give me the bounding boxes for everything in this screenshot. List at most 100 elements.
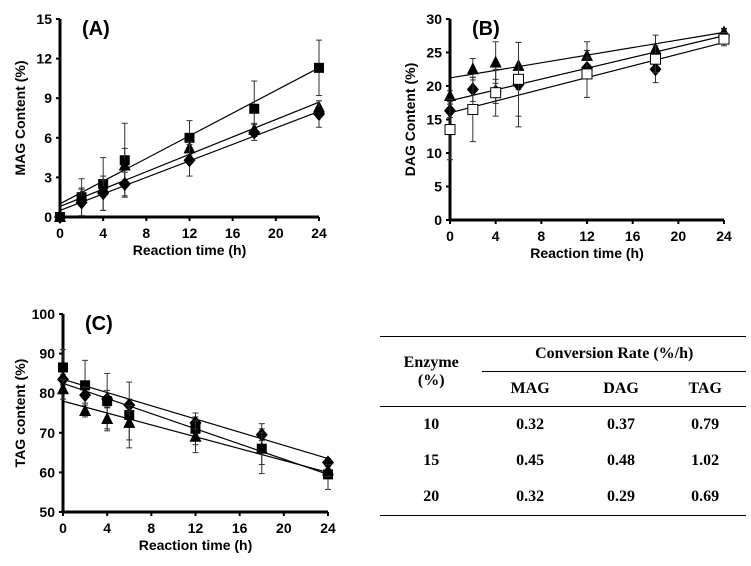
y-tick-label: 70 [39, 425, 55, 441]
x-tick-label: 24 [716, 228, 732, 244]
col-header-tag: TAG [688, 380, 722, 397]
data-point-open-square [513, 73, 524, 85]
data-point-open-square [467, 103, 479, 115]
data-point-triangle [79, 404, 92, 417]
x-axis-label: Reaction time (h) [139, 537, 253, 553]
data-point-diamond [79, 388, 92, 403]
x-tick-label: 20 [671, 228, 687, 244]
x-tick-label: 12 [182, 225, 198, 241]
data-point-open-square [490, 87, 502, 99]
data-point-diamond [54, 210, 66, 224]
enzyme-cell: 15 [423, 452, 440, 469]
y-tick-label: 15 [426, 112, 442, 128]
y-tick-label: 20 [426, 78, 442, 94]
series-triangle [57, 378, 334, 477]
data-point-diamond [313, 107, 325, 122]
data-point-square [314, 62, 324, 73]
data-point-triangle [489, 55, 502, 68]
data-point-triangle [118, 158, 131, 171]
x-tick-label: 4 [99, 225, 107, 241]
rate-cell: 0.29 [607, 488, 636, 505]
y-tick-label: 50 [39, 504, 55, 520]
x-tick-label: 8 [537, 228, 545, 244]
data-point-diamond [97, 186, 110, 201]
data-point-diamond [101, 392, 114, 407]
y-tick-label: 0 [434, 212, 442, 228]
table-row: 10 0.32 0.37 0.79 [380, 407, 746, 444]
enzyme-header-line1: Enzyme [403, 353, 459, 371]
col-header-dag: DAG [603, 380, 639, 397]
rate-cell: 0.32 [516, 416, 545, 433]
rate-cell: 0.69 [691, 488, 720, 505]
panel-label: (C) [85, 313, 113, 335]
data-point-diamond [123, 398, 136, 413]
series-open-square [444, 31, 730, 161]
data-point-open-square [650, 53, 661, 65]
y-tick-label: 0 [44, 209, 52, 225]
panel-label: (B) [472, 18, 500, 40]
series-square [55, 39, 324, 222]
series-diamond [54, 100, 325, 224]
table-row: 20 0.32 0.29 0.69 [380, 479, 746, 516]
rate-cell: 0.48 [607, 452, 636, 469]
x-axis-label: Reaction time (h) [133, 242, 247, 258]
conversion-rate-header: Conversion Rate (%/h) [482, 336, 746, 372]
y-tick-label: 15 [36, 11, 52, 27]
y-tick-label: 60 [39, 464, 55, 480]
data-point-diamond [322, 455, 334, 470]
conversion-rate-table: Enzyme (%) Conversion Rate (%/h) MAG DAG… [380, 336, 746, 516]
x-tick-label: 12 [579, 228, 595, 244]
y-tick-label: 6 [44, 130, 52, 146]
y-tick-label: 25 [426, 45, 442, 61]
data-point-diamond [248, 125, 261, 140]
data-point-triangle [322, 463, 334, 476]
x-tick-label: 24 [320, 520, 336, 536]
x-tick-label: 0 [56, 225, 64, 241]
y-axis-label: TAG content (%) [12, 359, 28, 468]
x-tick-label: 0 [59, 520, 67, 536]
x-axis-label: Reaction time (h) [530, 245, 644, 261]
y-tick-label: 3 [44, 169, 52, 185]
data-point-open-square [444, 124, 456, 136]
y-tick-label: 5 [434, 179, 442, 195]
data-point-open-square [581, 68, 593, 80]
rate-cell: 1.02 [691, 452, 720, 469]
enzyme-header-line2: (%) [417, 371, 445, 389]
data-point-square [58, 362, 68, 373]
panel-label: (A) [82, 18, 110, 40]
data-point-open-square [718, 33, 730, 45]
chart-panel-2: 0 5 10 15 20 25 30 0 4 8 12 16 20 24 Reaction time (h)… [402, 11, 732, 261]
x-tick-label: 24 [311, 225, 327, 241]
rate-cell: 0.79 [691, 416, 720, 433]
y-tick-label: 100 [32, 306, 56, 322]
x-tick-label: 8 [147, 520, 155, 536]
y-tick-label: 30 [426, 11, 442, 27]
enzyme-header: Enzyme (%) [380, 337, 482, 407]
x-tick-label: 4 [103, 520, 111, 536]
y-axis-label: MAG Content (%) [12, 60, 28, 175]
data-point-triangle [189, 429, 202, 442]
x-tick-label: 20 [268, 225, 284, 241]
rate-cell: 0.37 [607, 416, 636, 433]
y-axis-label: DAG Content (%) [402, 63, 418, 177]
table-row: 15 0.45 0.48 1.02 [380, 443, 746, 479]
rate-cell: 0.32 [516, 488, 545, 505]
data-point-triangle [255, 441, 268, 454]
data-point-diamond [183, 153, 196, 168]
x-tick-label: 0 [446, 228, 454, 244]
data-point-square [249, 103, 260, 114]
chart-panel-1: 0 3 6 9 12 15 0 4 8 12 16 20 24 Reaction time (h) MAG … [12, 11, 327, 258]
x-tick-label: 4 [492, 228, 500, 244]
x-tick-label: 12 [188, 520, 204, 536]
y-tick-label: 9 [44, 90, 52, 106]
rate-cell: 0.45 [516, 452, 545, 469]
y-tick-label: 12 [36, 51, 52, 67]
enzyme-cell: 10 [423, 416, 440, 433]
data-point-triangle [466, 62, 479, 75]
y-tick-label: 80 [39, 385, 55, 401]
data-point-triangle [57, 382, 69, 395]
data-point-triangle [101, 411, 114, 424]
x-tick-label: 16 [625, 228, 641, 244]
enzyme-cell: 20 [423, 488, 440, 505]
